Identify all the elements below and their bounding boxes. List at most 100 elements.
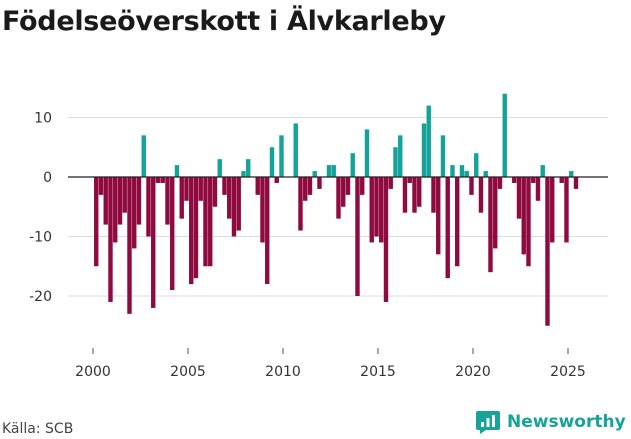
- bar: [407, 177, 412, 183]
- bar: [483, 171, 488, 177]
- bar: [303, 177, 308, 201]
- bar: [355, 177, 360, 296]
- y-tick-label: 0: [43, 170, 52, 186]
- bar: [512, 177, 517, 183]
- bar: [208, 177, 213, 267]
- bar: [521, 177, 526, 255]
- bar: [345, 177, 351, 195]
- bar: [265, 177, 270, 285]
- bar: [445, 177, 450, 279]
- bar: [426, 105, 431, 177]
- bar: [279, 135, 284, 177]
- bar: [269, 147, 275, 177]
- bar: [440, 135, 446, 177]
- bar: [559, 177, 564, 183]
- bar: [227, 177, 232, 219]
- chart-title: Födelseöverskott i Älvkarleby: [2, 6, 446, 37]
- bar: [103, 177, 108, 225]
- y-tick-label: -10: [29, 230, 52, 246]
- bar: [331, 165, 336, 177]
- bar: [155, 177, 161, 183]
- bar: [260, 177, 265, 243]
- x-tick-label: 2015: [360, 364, 396, 380]
- bar: [564, 177, 569, 243]
- bar: [117, 177, 123, 225]
- bar: [516, 177, 522, 219]
- bar: [132, 177, 137, 249]
- bar: [383, 177, 389, 302]
- bar: [478, 177, 484, 213]
- bar: [398, 135, 403, 177]
- bar: [360, 177, 365, 195]
- bar: [127, 177, 132, 314]
- bar: [222, 177, 227, 195]
- bar: [412, 177, 417, 213]
- bar: [550, 177, 555, 243]
- x-tick-label: 2000: [75, 364, 111, 380]
- x-tick-label: 2020: [455, 364, 491, 380]
- bar: [98, 177, 104, 195]
- bar: [241, 171, 246, 177]
- bar: [569, 171, 574, 177]
- bar: [141, 135, 146, 177]
- bar: [573, 177, 579, 189]
- x-tick-label: 2025: [550, 364, 586, 380]
- brand-name: Newsworthy: [507, 412, 626, 432]
- y-axis-labels: -20 -10 0 10: [29, 111, 52, 306]
- bar: [151, 177, 156, 308]
- bar: [464, 171, 469, 177]
- bar: [450, 165, 455, 177]
- y-tick-label: 10: [34, 111, 52, 127]
- bar: [402, 177, 408, 213]
- bar: [113, 177, 118, 243]
- bar: [160, 177, 165, 183]
- bar: [369, 177, 374, 243]
- bar: [122, 177, 127, 213]
- bar: [540, 165, 545, 177]
- bar: [174, 165, 180, 177]
- bar: [364, 129, 370, 177]
- bar: [184, 177, 189, 201]
- bar: [393, 147, 398, 177]
- bar: [198, 177, 203, 201]
- bar: [217, 159, 222, 177]
- bar: [535, 177, 541, 201]
- bar: [421, 123, 427, 177]
- bar: [274, 177, 279, 183]
- bar: [255, 177, 260, 195]
- bar: [317, 177, 322, 189]
- bar: [165, 177, 170, 225]
- bar: [246, 159, 251, 177]
- bar: [374, 177, 379, 237]
- bar: [179, 177, 184, 219]
- bar: [502, 93, 507, 177]
- bar: [293, 123, 298, 177]
- newsworthy-logo-icon: [476, 411, 500, 434]
- bar: [545, 177, 550, 326]
- bar: [312, 171, 317, 177]
- bar: [231, 177, 237, 237]
- brand-logo: Newsworthy: [475, 409, 626, 435]
- y-tick-label: -20: [29, 289, 52, 305]
- bar: [170, 177, 175, 291]
- bar: [417, 177, 422, 207]
- bar: [193, 177, 199, 279]
- bar: [326, 165, 332, 177]
- bar: [497, 177, 503, 189]
- bar: [436, 177, 441, 255]
- bar: [236, 177, 241, 231]
- bars: [94, 93, 579, 326]
- bar: [341, 177, 346, 207]
- bar: [431, 177, 436, 213]
- bar: [531, 177, 536, 183]
- bar: [189, 177, 194, 285]
- bar: [307, 177, 313, 195]
- bar: [379, 177, 384, 243]
- bar: [136, 177, 142, 225]
- bar: [488, 177, 493, 273]
- bar: [459, 165, 465, 177]
- x-axis-labels: 2000 2005 2010 2015 2020 2025: [75, 348, 586, 380]
- bar: [336, 177, 341, 219]
- bar: [526, 177, 531, 267]
